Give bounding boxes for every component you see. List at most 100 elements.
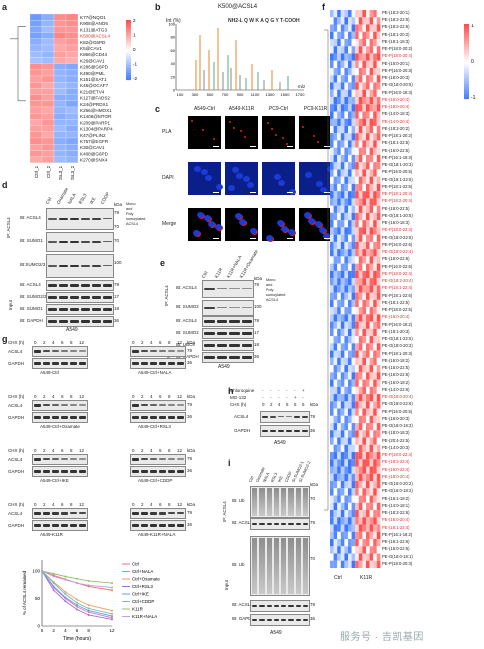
f-cell bbox=[337, 546, 341, 554]
a-legend-step bbox=[126, 48, 131, 51]
a-row-label: K82@G6PD bbox=[80, 40, 106, 45]
f-cell bbox=[348, 234, 352, 242]
blot-strip bbox=[202, 280, 254, 298]
f-cell bbox=[376, 292, 381, 300]
f-cell bbox=[373, 60, 377, 68]
f-cell bbox=[340, 488, 345, 496]
f-cell bbox=[351, 67, 356, 76]
f-legend-step bbox=[464, 46, 469, 50]
band bbox=[34, 404, 41, 407]
h-treatment-value: - bbox=[262, 388, 264, 393]
f-cell bbox=[362, 553, 366, 561]
pla-dot bbox=[229, 121, 231, 123]
f-cell bbox=[355, 510, 359, 518]
f-cell bbox=[366, 10, 370, 18]
band bbox=[52, 524, 59, 527]
f-cell bbox=[348, 350, 352, 358]
lipid-label: PE-(18:2-22:6) bbox=[382, 510, 410, 516]
f-cell bbox=[355, 386, 359, 395]
f-cell bbox=[330, 292, 334, 300]
nucleus bbox=[205, 175, 212, 181]
f-cell bbox=[355, 481, 359, 489]
f-cell bbox=[355, 524, 359, 532]
a-legend-step bbox=[126, 57, 131, 60]
f-cell bbox=[369, 198, 374, 206]
f-cell bbox=[348, 510, 352, 518]
blot-strip bbox=[202, 352, 254, 363]
a-cell bbox=[53, 144, 67, 151]
f-cell bbox=[369, 227, 374, 235]
g-gapdh-strip bbox=[130, 358, 186, 369]
f-cell bbox=[337, 191, 341, 199]
f-cell bbox=[340, 495, 345, 503]
f-cell bbox=[351, 212, 356, 221]
band bbox=[70, 524, 77, 527]
panel-e-letter: e bbox=[160, 258, 166, 268]
g-condition-label: A549-K11R+NALA bbox=[138, 532, 176, 537]
g-time: 6 bbox=[159, 502, 162, 507]
pla-dot bbox=[317, 141, 319, 143]
i-cell-label: A549 bbox=[270, 630, 282, 636]
a-cell bbox=[41, 13, 55, 21]
f-cell bbox=[362, 524, 366, 532]
f-cell bbox=[330, 241, 334, 250]
f-cell bbox=[355, 24, 359, 32]
f-cell bbox=[369, 292, 374, 300]
band bbox=[229, 306, 240, 309]
g-gapdh-strip bbox=[130, 466, 186, 477]
f-cell bbox=[337, 314, 341, 322]
d-blot-label: IB: GAPDH bbox=[20, 317, 43, 323]
f-cell bbox=[340, 162, 345, 170]
f-cell bbox=[358, 372, 363, 380]
chart-series-line bbox=[41, 570, 113, 588]
c-image bbox=[188, 116, 221, 149]
a-cell bbox=[29, 113, 43, 120]
f-cell bbox=[362, 546, 366, 554]
g-time: 12 bbox=[177, 502, 183, 507]
f-cell bbox=[330, 299, 334, 308]
f-cell bbox=[330, 524, 334, 532]
f-cell bbox=[358, 111, 363, 119]
f-cell bbox=[351, 510, 356, 518]
chart-point bbox=[111, 609, 113, 612]
band bbox=[159, 416, 166, 419]
e-kda: 79 bbox=[254, 318, 260, 323]
f-cell bbox=[358, 183, 363, 192]
a-legend-step bbox=[126, 72, 131, 75]
a-cell bbox=[41, 69, 55, 77]
a-cell bbox=[41, 26, 55, 33]
f-cell bbox=[351, 560, 356, 568]
f-cell bbox=[348, 67, 352, 76]
f-cell bbox=[376, 365, 381, 373]
f-cell bbox=[337, 321, 341, 329]
f-cell bbox=[351, 89, 356, 97]
f-cell bbox=[340, 343, 345, 351]
f-cell bbox=[344, 75, 348, 83]
f-cell bbox=[366, 408, 370, 416]
f-cell bbox=[366, 553, 370, 561]
a-cell bbox=[53, 131, 67, 139]
band bbox=[241, 320, 252, 323]
g-acsl4-strip bbox=[130, 346, 186, 357]
f-cell bbox=[358, 10, 363, 18]
f-cell bbox=[355, 299, 359, 308]
f-cell bbox=[348, 365, 352, 373]
e-blot-label: IB: GAPDH bbox=[176, 353, 199, 359]
f-cell bbox=[351, 307, 356, 315]
f-cell bbox=[337, 212, 341, 221]
f-cell bbox=[376, 53, 381, 61]
a-cell bbox=[29, 131, 43, 139]
f-cell bbox=[330, 372, 334, 380]
band bbox=[216, 287, 227, 290]
h-treatment-value: 6 bbox=[294, 402, 297, 407]
f-cell bbox=[355, 234, 359, 242]
f-cell bbox=[358, 430, 363, 438]
f-cell bbox=[348, 539, 352, 547]
a-row-label: K286@G6PD bbox=[80, 65, 109, 70]
f-cell bbox=[330, 111, 334, 119]
lipid-label: PE-P(18:2-20:4) bbox=[382, 198, 413, 204]
chart-point bbox=[64, 590, 67, 593]
band bbox=[81, 264, 90, 267]
scale-bar bbox=[324, 192, 330, 193]
f-cell bbox=[351, 488, 356, 496]
